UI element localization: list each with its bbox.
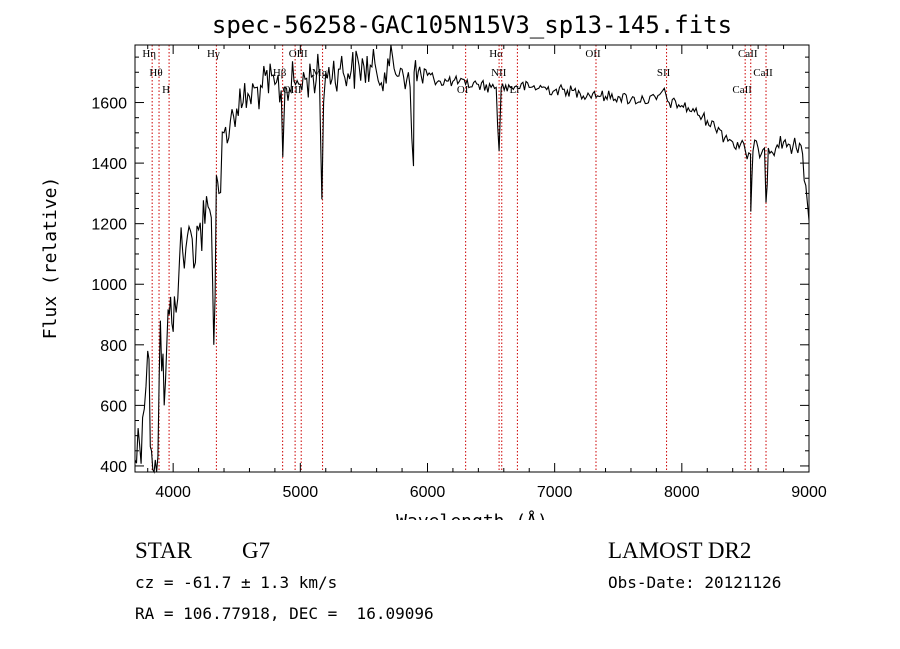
object-class: STAR [135,538,192,563]
marker-label: CaII [732,84,752,96]
observation-date: Obs-Date: 20121126 [608,573,782,592]
x-tick-label: 9000 [791,484,827,501]
redshift-value: cz = -61.7 ± 1.3 km/s [135,573,338,592]
x-axis-label: Wavelength (Å) [396,510,548,520]
marker-label: OIII [289,48,308,60]
emission-line-markers: HηHθHHγHβOIIIOIIIMgOIHαNIILiOIISIICaIICa… [142,45,773,472]
coordinates: RA = 106.77918, DEC = 16.09096 [135,604,434,623]
y-tick-label: 1200 [91,217,127,234]
marker-label: Mg [312,67,328,79]
marker-label: SII [657,67,671,79]
marker-label: Hη [142,48,156,60]
x-tick-label: 5000 [283,484,319,501]
y-tick-label: 1600 [91,96,127,113]
y-tick-label: 1000 [91,277,127,294]
marker-label: CaII [738,48,758,60]
marker-label: NII [491,67,507,79]
y-tick-label: 1400 [91,156,127,173]
marker-label: Hθ [149,67,162,79]
survey-name: LAMOST DR2 [608,538,752,563]
marker-label: OII [585,48,601,60]
x-tick-label: 4000 [155,484,191,501]
marker-label: Hγ [207,48,220,60]
y-tick-label: 600 [100,398,127,415]
y-axis-label: Flux (relative) [40,177,61,340]
y-tick-label: 400 [100,459,127,476]
marker-label: Hα [489,48,503,60]
y-axis-ticks: 400 600 800 1000 1200 1400 1600 [91,56,809,476]
marker-label: H [162,84,170,96]
x-tick-label: 6000 [410,484,446,501]
x-axis-ticks: 4000 5000 6000 7000 8000 9000 [147,45,827,501]
spectrum-chart: spec-56258-GAC105N15V3_sp13-145.fits Hη H… [40,11,827,520]
object-subclass: G7 [242,538,271,563]
chart-title: spec-56258-GAC105N15V3_sp13-145.fits [212,11,732,39]
x-tick-label: 7000 [537,484,573,501]
marker-label: Li [510,84,520,96]
marker-label: OI [457,84,469,96]
x-tick-label: 8000 [664,484,700,501]
marker-label: CaII [753,67,773,79]
marker-label: Hβ [273,67,287,79]
spectrum-line [134,44,810,474]
plot-frame [134,44,810,473]
y-tick-label: 800 [100,338,127,355]
